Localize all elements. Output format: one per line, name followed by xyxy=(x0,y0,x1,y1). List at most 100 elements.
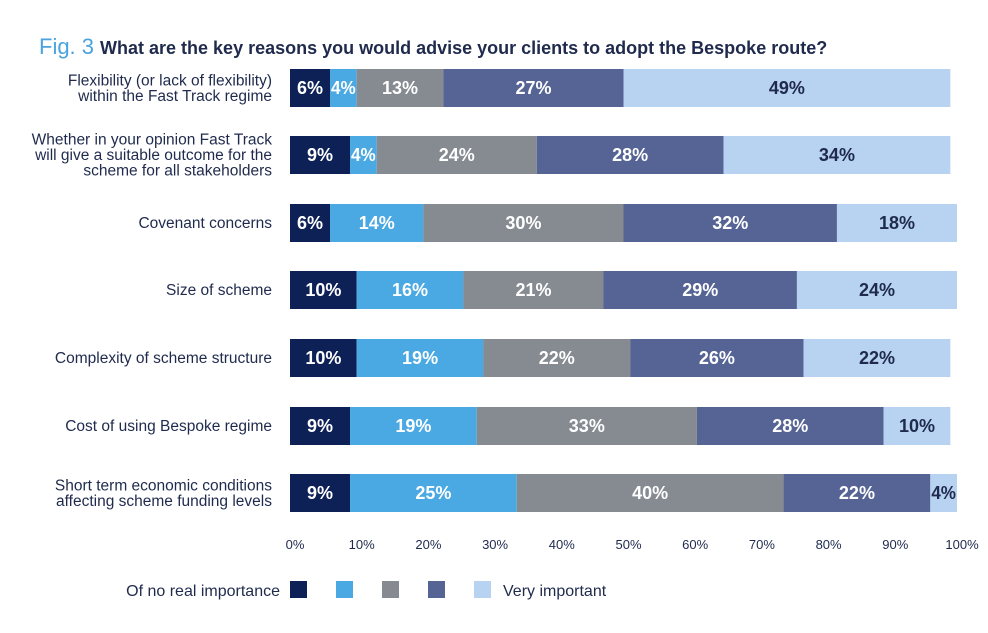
legend-swatch-5 xyxy=(474,581,491,598)
data-label: 28% xyxy=(772,416,808,436)
data-label: 25% xyxy=(415,483,451,503)
bar-segment-7-2 xyxy=(350,474,517,512)
data-label: 26% xyxy=(699,348,735,368)
bar-segment-4-1 xyxy=(290,271,357,309)
data-label: 19% xyxy=(395,416,431,436)
bar-segment-1-3 xyxy=(356,69,444,107)
data-label: 22% xyxy=(539,348,575,368)
x-tick-label: 50% xyxy=(615,537,641,552)
bar-segment-4-5 xyxy=(796,271,957,309)
data-label: 9% xyxy=(307,145,333,165)
x-tick-label: 80% xyxy=(816,537,842,552)
bar-segment-7-4 xyxy=(783,474,931,512)
legend-swatch-2 xyxy=(336,581,353,598)
category-label: affecting scheme funding levels xyxy=(56,493,272,510)
legend-swatch-4 xyxy=(428,581,445,598)
bar-segment-3-3 xyxy=(423,204,624,242)
data-label: 4% xyxy=(351,145,376,165)
x-tick-label: 40% xyxy=(549,537,575,552)
x-axis-ticks: 0% 10% 20% 30% 40% 50% 60% 70% 80% 90% 100% xyxy=(286,537,979,552)
x-tick-label: 90% xyxy=(882,537,908,552)
data-label: 22% xyxy=(859,348,895,368)
bar-segment-5-4 xyxy=(630,339,804,377)
x-tick-label: 20% xyxy=(415,537,441,552)
x-tick-label: 30% xyxy=(482,537,508,552)
data-label: 18% xyxy=(879,213,915,233)
bar-segment-2-5 xyxy=(723,136,951,174)
bar-segment-1-4 xyxy=(443,69,624,107)
data-label: 4% xyxy=(931,483,956,503)
bar-segment-3-2 xyxy=(330,204,424,242)
category-label: scheme for all stakeholders xyxy=(83,163,272,180)
category-label: Size of scheme xyxy=(166,282,272,299)
data-label: 21% xyxy=(515,280,551,300)
category-label: Cost of using Bespoke regime xyxy=(65,418,272,435)
bar-segment-2-2 xyxy=(350,136,377,174)
data-label: 24% xyxy=(859,280,895,300)
category-label: Whether in your opinion Fast Track xyxy=(32,132,273,149)
data-label: 13% xyxy=(382,78,418,98)
bar-segment-6-3 xyxy=(476,407,697,445)
bar-segment-7-1 xyxy=(290,474,351,512)
chart-title: Fig. 3 What are the key reasons you would… xyxy=(39,34,827,59)
legend-swatch-3 xyxy=(382,581,399,598)
category-label: Complexity of scheme structure xyxy=(55,350,272,367)
legend-swatch-1 xyxy=(290,581,307,598)
legend-high-label: Very important xyxy=(503,583,607,600)
x-tick-label: 10% xyxy=(349,537,375,552)
data-label: 6% xyxy=(297,213,323,233)
category-label: Short term economic conditions xyxy=(55,477,272,494)
data-label: 34% xyxy=(819,145,855,165)
bar-segment-3-5 xyxy=(836,204,957,242)
category-label: Flexibility (or lack of flexibility) xyxy=(68,72,272,89)
bar-segment-4-4 xyxy=(603,271,797,309)
bar-segment-7-5 xyxy=(930,474,957,512)
data-label: 49% xyxy=(769,78,805,98)
bar-segment-1-5 xyxy=(623,69,951,107)
data-label: 16% xyxy=(392,280,428,300)
bars-group: 6% 4% 13% 27% 49% 9% 4% 24% 28% 34% 6% 14% 30% 32% 18%… xyxy=(290,69,957,512)
bar-segment-4-3 xyxy=(463,271,604,309)
data-label: 22% xyxy=(839,483,875,503)
data-label: 27% xyxy=(515,78,551,98)
category-label: will give a suitable outcome for the xyxy=(34,147,272,164)
chart-title-text: What are the key reasons you would advis… xyxy=(100,38,827,58)
data-label: 9% xyxy=(307,483,333,503)
data-label: 4% xyxy=(331,78,356,98)
data-label: 10% xyxy=(899,416,935,436)
data-label: 6% xyxy=(297,78,323,98)
data-label: 30% xyxy=(505,213,541,233)
bar-segment-6-1 xyxy=(290,407,351,445)
bar-segment-5-2 xyxy=(356,339,484,377)
bar-segment-5-3 xyxy=(483,339,631,377)
x-tick-label: 60% xyxy=(682,537,708,552)
bar-segment-6-2 xyxy=(350,407,477,445)
category-labels: Flexibility (or lack of flexibility)with… xyxy=(32,72,273,510)
legend-low-label: Of no real importance xyxy=(126,583,280,600)
data-label: 40% xyxy=(632,483,668,503)
data-label: 14% xyxy=(359,213,395,233)
bar-segment-1-1 xyxy=(290,69,331,107)
data-label: 32% xyxy=(712,213,748,233)
data-label: 19% xyxy=(402,348,438,368)
x-tick-label: 100% xyxy=(945,537,979,552)
bar-segment-7-3 xyxy=(516,474,784,512)
data-label: 33% xyxy=(569,416,605,436)
bar-segment-3-1 xyxy=(290,204,331,242)
legend: Of no real importance Very important xyxy=(126,581,607,600)
bar-segment-5-5 xyxy=(803,339,951,377)
category-label: within the Fast Track regime xyxy=(77,88,272,105)
bar-segment-2-4 xyxy=(536,136,724,174)
bar-segment-3-4 xyxy=(623,204,837,242)
data-label: 10% xyxy=(305,348,341,368)
x-tick-label: 0% xyxy=(286,537,305,552)
figure-label: Fig. 3 xyxy=(39,34,94,59)
category-label: Covenant concerns xyxy=(138,215,272,232)
bar-segment-5-1 xyxy=(290,339,357,377)
data-label: 29% xyxy=(682,280,718,300)
bar-segment-2-1 xyxy=(290,136,351,174)
data-label: 10% xyxy=(305,280,341,300)
data-label: 28% xyxy=(612,145,648,165)
data-label: 9% xyxy=(307,416,333,436)
